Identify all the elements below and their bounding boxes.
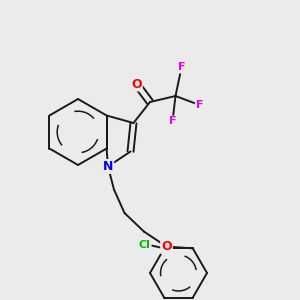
Text: O: O <box>161 240 172 253</box>
Text: N: N <box>103 160 113 173</box>
Text: F: F <box>169 116 176 127</box>
Text: F: F <box>196 100 203 110</box>
Text: Cl: Cl <box>139 240 151 250</box>
Text: F: F <box>178 62 185 73</box>
Text: O: O <box>131 77 142 91</box>
